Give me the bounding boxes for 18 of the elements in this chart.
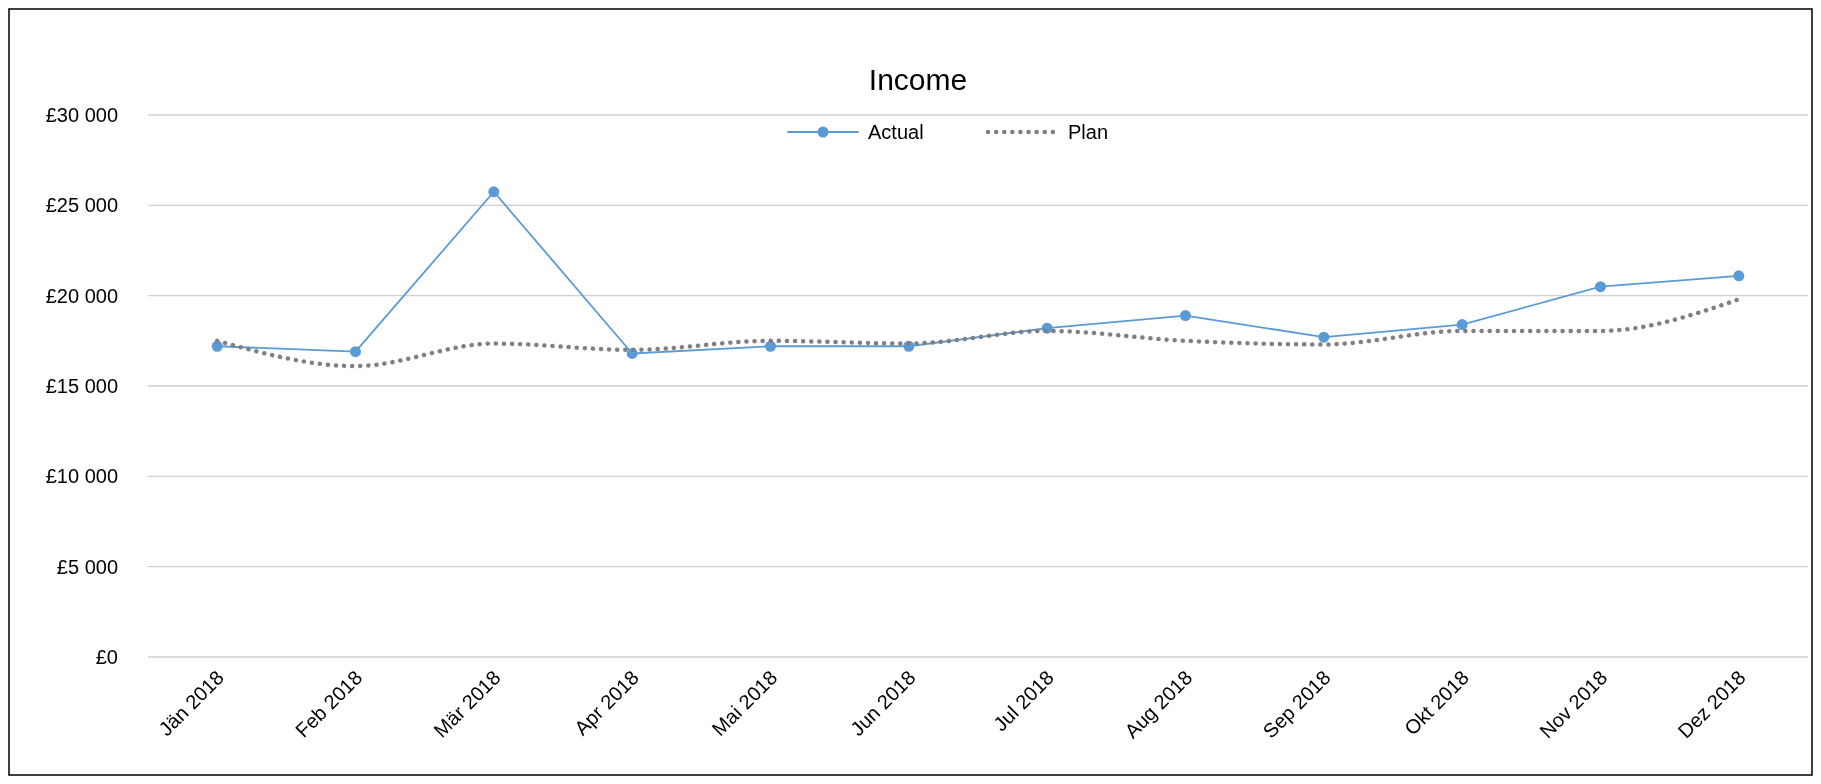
y-tick-label: £30 000	[45, 104, 118, 126]
legend-label: Plan	[1068, 121, 1109, 143]
legend-label: Actual	[868, 121, 924, 143]
point	[1456, 319, 1468, 331]
y-tick-label: £20 000	[45, 284, 118, 307]
y-tick-label: £10 000	[45, 465, 118, 488]
point	[1595, 281, 1606, 293]
chart-title: Income	[868, 63, 968, 96]
point	[1180, 310, 1191, 322]
point	[1733, 270, 1745, 282]
y-tick-label: £25 000	[45, 194, 118, 217]
point	[765, 340, 776, 352]
point	[488, 186, 500, 198]
y-tick-label: £0	[95, 646, 118, 668]
y-tick-label: £5 000	[56, 555, 118, 578]
point	[1318, 331, 1330, 343]
point	[350, 346, 361, 358]
y-tick-label: £15 000	[45, 375, 118, 397]
